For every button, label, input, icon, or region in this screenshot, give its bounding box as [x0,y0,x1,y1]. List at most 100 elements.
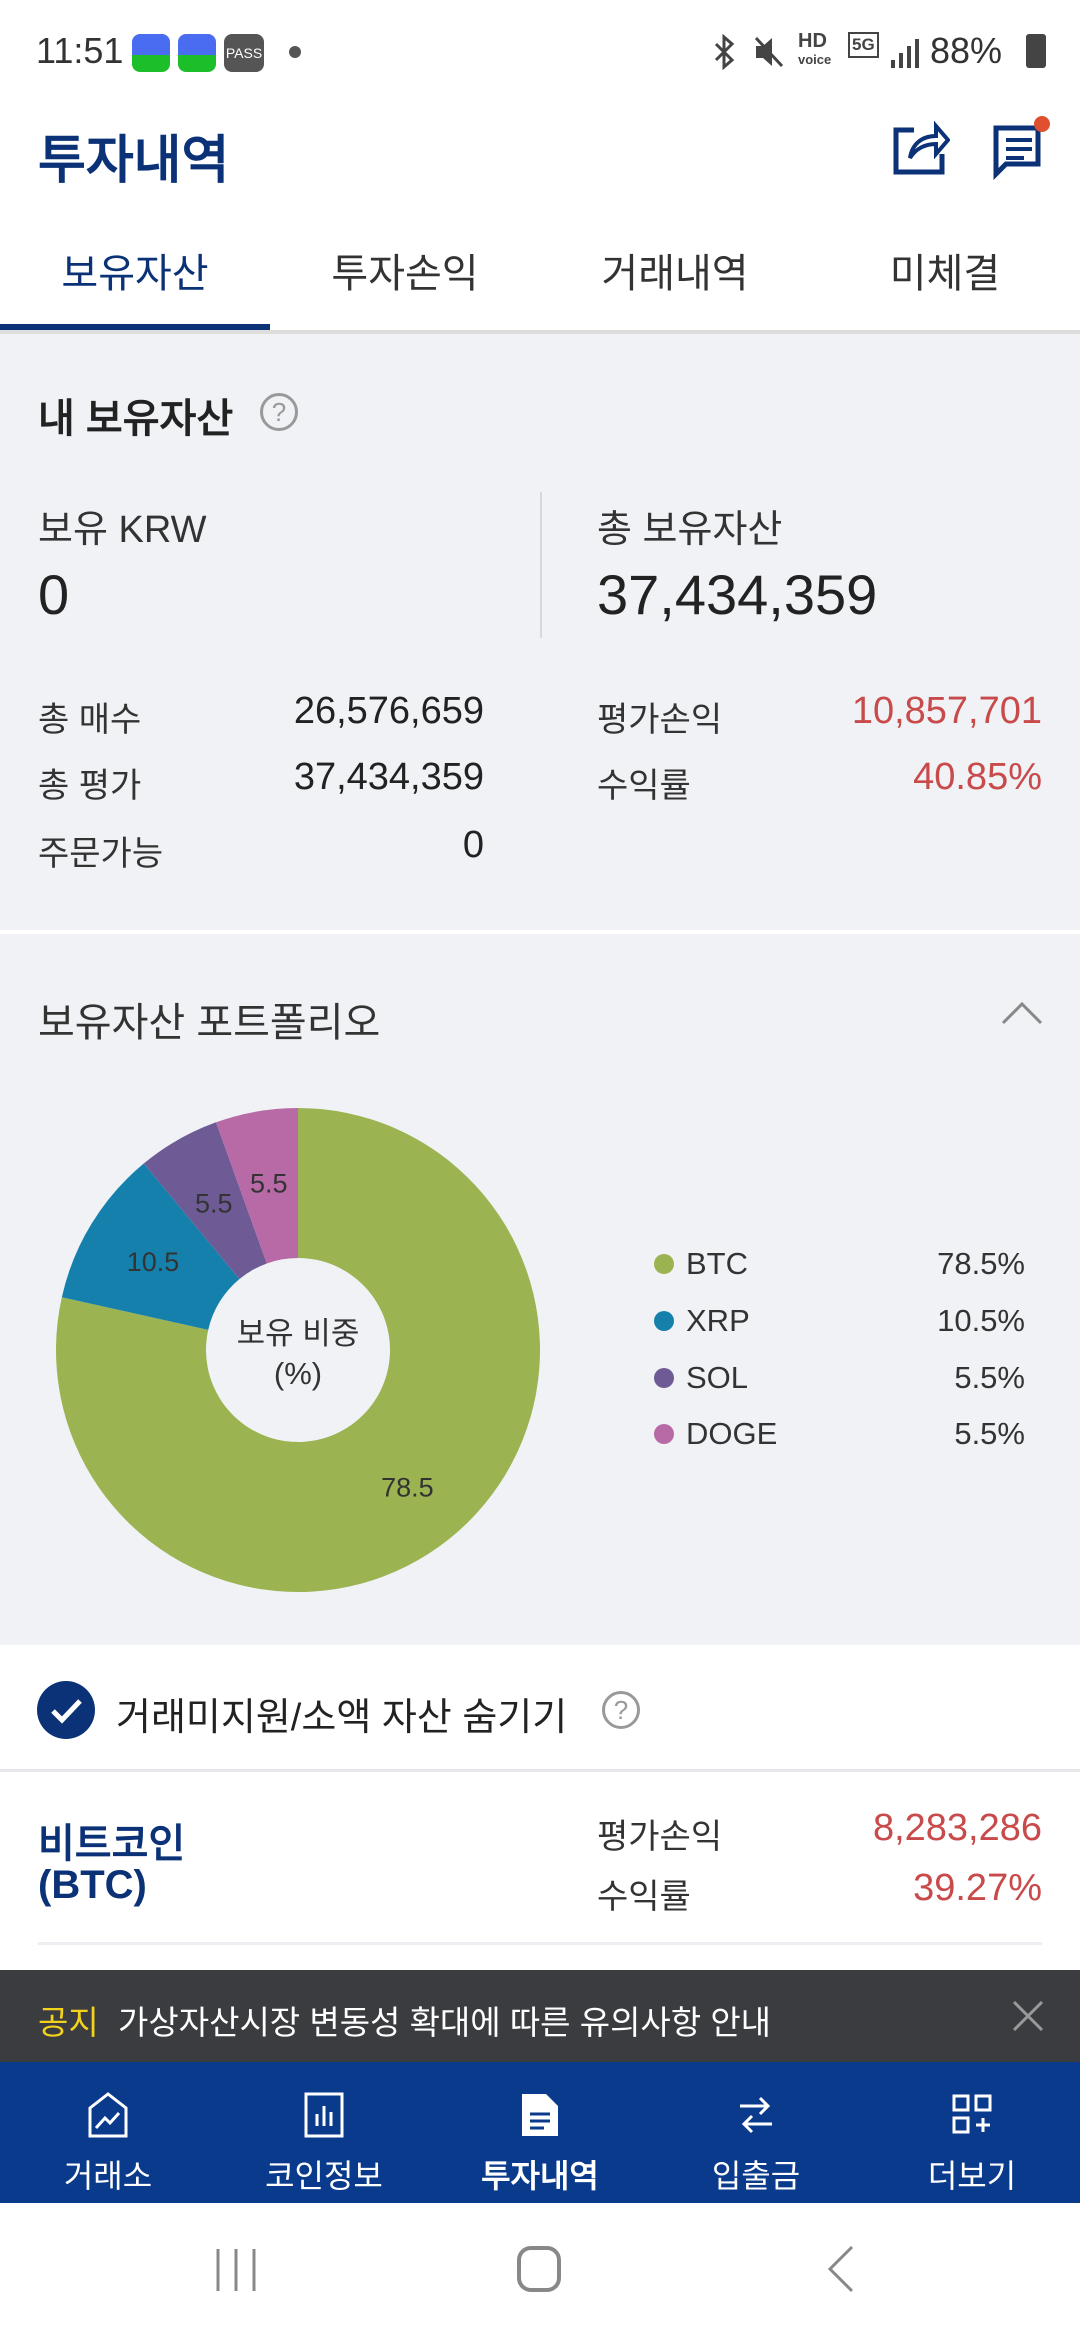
pie-slice-xrp [61,1163,240,1330]
total-label: 총 보유자산 [597,509,783,551]
page-title: 투자내역 [38,132,230,190]
clock: 11:51 [36,30,124,71]
legend-item-xrp: XRP 10.5% [650,1297,1025,1347]
notice-text[interactable]: 가상자산시장 변동성 확대에 따른 유의사항 안내 [118,2004,772,2041]
coin-symbol: (BTC) [38,1863,147,1907]
battery-icon [1026,34,1046,68]
dot-icon [289,46,301,58]
nav-label: 코인정보 [265,2158,383,2194]
row-value: 26,576,659 [293,690,484,732]
home-icon[interactable] [516,2245,562,2293]
app-c-icon [132,34,170,72]
nav-investment-history[interactable]: 투자내역 [432,2062,648,2203]
nav-coin-info[interactable]: 코인정보 [216,2062,432,2203]
pl-value: 8,283,286 [872,1807,1042,1849]
pie-slice-sol [143,1122,267,1280]
pie-data-label: 78.5 [381,1473,434,1503]
nav-label: 거래소 [63,2158,153,2194]
nav-deposit-withdraw[interactable]: 입출금 [648,2062,864,2203]
portfolio-section: 보유자산 포트폴리오 78.5 10.5 5.5 5.5 보유 비중 (%) BTC 7… [0,934,1080,1645]
legend-value: 78.5% [937,1246,1025,1281]
system-nav-bar [0,2203,1080,2340]
my-assets-section: 내 보유자산 ? 보유 KRW 0 총 보유자산 37,434,359 총 매수… [0,334,1080,930]
rate-label: 수익률 [597,1878,691,1916]
recent-apps-icon[interactable] [214,2247,258,2293]
row-label: 총 매수 [38,701,142,739]
legend-label: BTC [686,1246,748,1281]
hide-small-assets-checkbox[interactable] [37,1681,95,1739]
legend-label: XRP [686,1303,750,1338]
document-icon [522,2094,558,2136]
row-value: 37,434,359 [293,756,484,798]
pie-data-label: 5.5 [195,1188,233,1218]
notice-tag: 공지 [38,2004,99,2041]
donut-chart: 78.5 10.5 5.5 5.5 [55,1108,540,1592]
battery-percent: 88% [930,30,1003,71]
hd-voice-icon: HD voice [798,30,838,68]
row-label: 평가손익 [597,701,723,739]
app-c-icon [178,34,216,72]
signal-icon [891,39,919,68]
section-title: 내 보유자산 [38,397,234,441]
hd-text: HD [798,30,827,52]
pie-slice-doge [216,1108,298,1264]
legend-item-doge: DOGE 5.5% [650,1410,1025,1460]
message-icon[interactable] [990,114,1050,180]
back-icon[interactable] [824,2245,856,2293]
tab-transactions[interactable]: 거래내역 [601,252,749,296]
legend-label: DOGE [686,1416,778,1451]
pie-data-label: 5.5 [250,1169,288,1199]
nav-label: 입출금 [711,2158,801,2194]
nav-exchange[interactable]: 거래소 [0,2062,216,2203]
legend-item-btc: BTC 78.5% [650,1240,1025,1290]
tab-holdings[interactable]: 보유자산 [0,224,270,330]
legend-label: SOL [686,1360,749,1395]
pie-slice-btc [55,1108,540,1592]
legend-dot-icon [654,1254,674,1274]
legend-dot-icon [654,1368,674,1388]
divider [540,492,542,638]
legend-value: 10.5% [937,1303,1025,1338]
share-icon[interactable] [890,114,950,178]
check-icon [51,1699,82,1724]
hide-small-assets-label[interactable]: 거래미지원/소액 자산 숨기기 [116,1697,568,1739]
bottom-nav: 거래소 코인정보 투자내역 입출금 더보기 [0,2062,1080,2203]
nav-more[interactable]: 더보기 [864,2062,1080,2203]
row-value: 0 [462,824,484,866]
app-header: 투자내역 [0,104,1080,224]
voice-text: voice [798,52,832,67]
row-value: 10,857,701 [851,690,1042,732]
help-icon[interactable]: ? [260,393,298,431]
close-icon[interactable] [1012,2000,1044,2032]
coin-name: 비트코인 [38,1822,186,1866]
status-bar: 11:51 PASS HD voice 5G 88% [0,0,1080,104]
legend-dot-icon [654,1311,674,1331]
legend-item-sol: SOL 5.5% [650,1354,1025,1404]
nav-label: 투자내역 [481,2158,599,2194]
donut-center-label: 보유 비중 (%) [206,1314,390,1394]
exchange-chart-icon [88,2092,128,2138]
holding-item[interactable]: 비트코인 (BTC) 평가손익 8,283,286 수익률 39.27% [0,1775,1080,1945]
rate-value: 39.27% [913,1867,1042,1909]
help-icon[interactable]: ? [602,1691,640,1729]
bar-chart-icon [304,2092,344,2138]
legend-value: 5.5% [954,1360,1025,1395]
tab-profit-loss[interactable]: 투자손익 [331,252,479,296]
mute-icon [754,36,784,68]
divider [38,1942,1042,1945]
row-value: 40.85% [913,756,1042,798]
tab-pending-orders[interactable]: 미체결 [889,252,1001,296]
pl-label: 평가손익 [597,1818,723,1856]
chevron-up-icon[interactable] [1000,1000,1044,1026]
total-value: 37,434,359 [597,563,878,626]
legend-dot-icon [654,1424,674,1444]
pass-icon: PASS [224,34,264,72]
row-label: 총 평가 [38,767,142,805]
hide-small-assets-row: 거래미지원/소액 자산 숨기기 ? [0,1648,1080,1772]
notice-banner[interactable]: 공지 가상자산시장 변동성 확대에 따른 유의사항 안내 [0,1970,1080,2062]
section-title: 보유자산 포트폴리오 [38,1001,381,1045]
pie-data-label: 10.5 [127,1247,180,1277]
tab-bar: 보유자산 투자손익 거래내역 미체결 [0,224,1080,334]
transfer-arrows-icon [740,2096,772,2134]
krw-value: 0 [38,563,70,626]
